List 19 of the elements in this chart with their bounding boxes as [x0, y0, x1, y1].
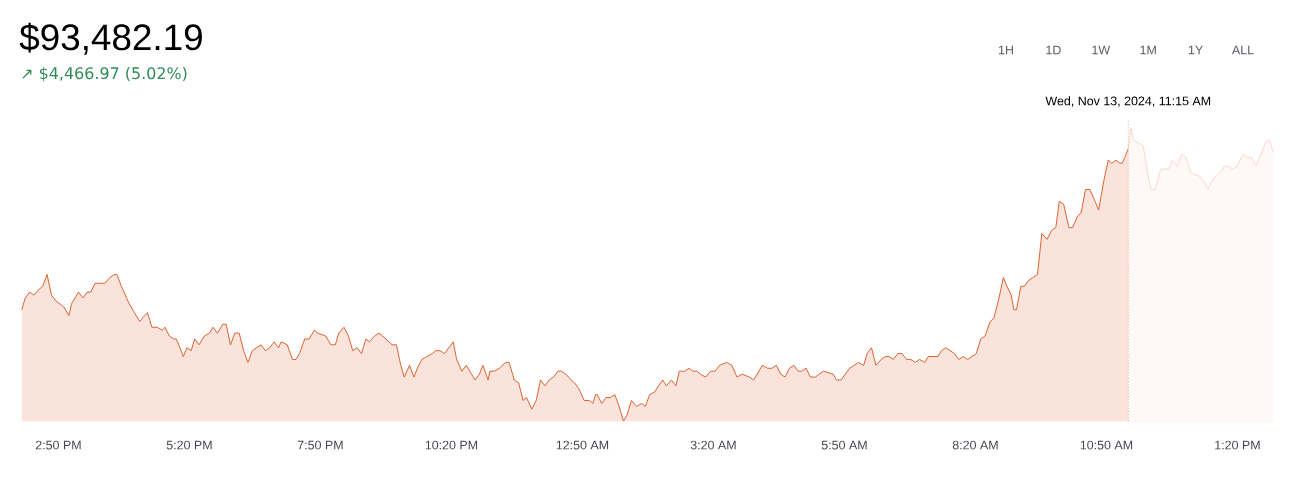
x-tick-label: 7:50 PM — [297, 440, 343, 450]
text: ALL — [1231, 45, 1254, 55]
ref-line-label: Wed, Nov 13, 2024, 11:15 AM — [1045, 96, 1211, 107]
x-tick-label: 5:20 PM — [166, 440, 212, 450]
x-tick-label: 10:50 AM — [1080, 440, 1133, 450]
text: 1H — [999, 45, 1013, 55]
text: 1D — [1046, 45, 1061, 55]
text: 1Y — [1188, 45, 1203, 55]
x-tick-label: 5:50 AM — [821, 440, 867, 450]
x-tick-label: 10:20 PM — [425, 440, 478, 450]
x-tick-label: 1:20 PM — [1215, 440, 1260, 450]
chart-subtitle: ↗ $4,466.97 (5.02%) — [22, 66, 187, 82]
x-tick-label: 2:50 PM — [35, 440, 81, 450]
text: 1W — [1092, 45, 1111, 55]
x-tick-label: 3:20 AM — [690, 440, 736, 450]
x-tick-label: 8:20 AM — [952, 440, 998, 450]
x-tick-label: 12:50 AM — [556, 440, 609, 450]
chart-title: $93,482.19 — [19, 22, 202, 55]
text: 1M — [1140, 45, 1156, 55]
